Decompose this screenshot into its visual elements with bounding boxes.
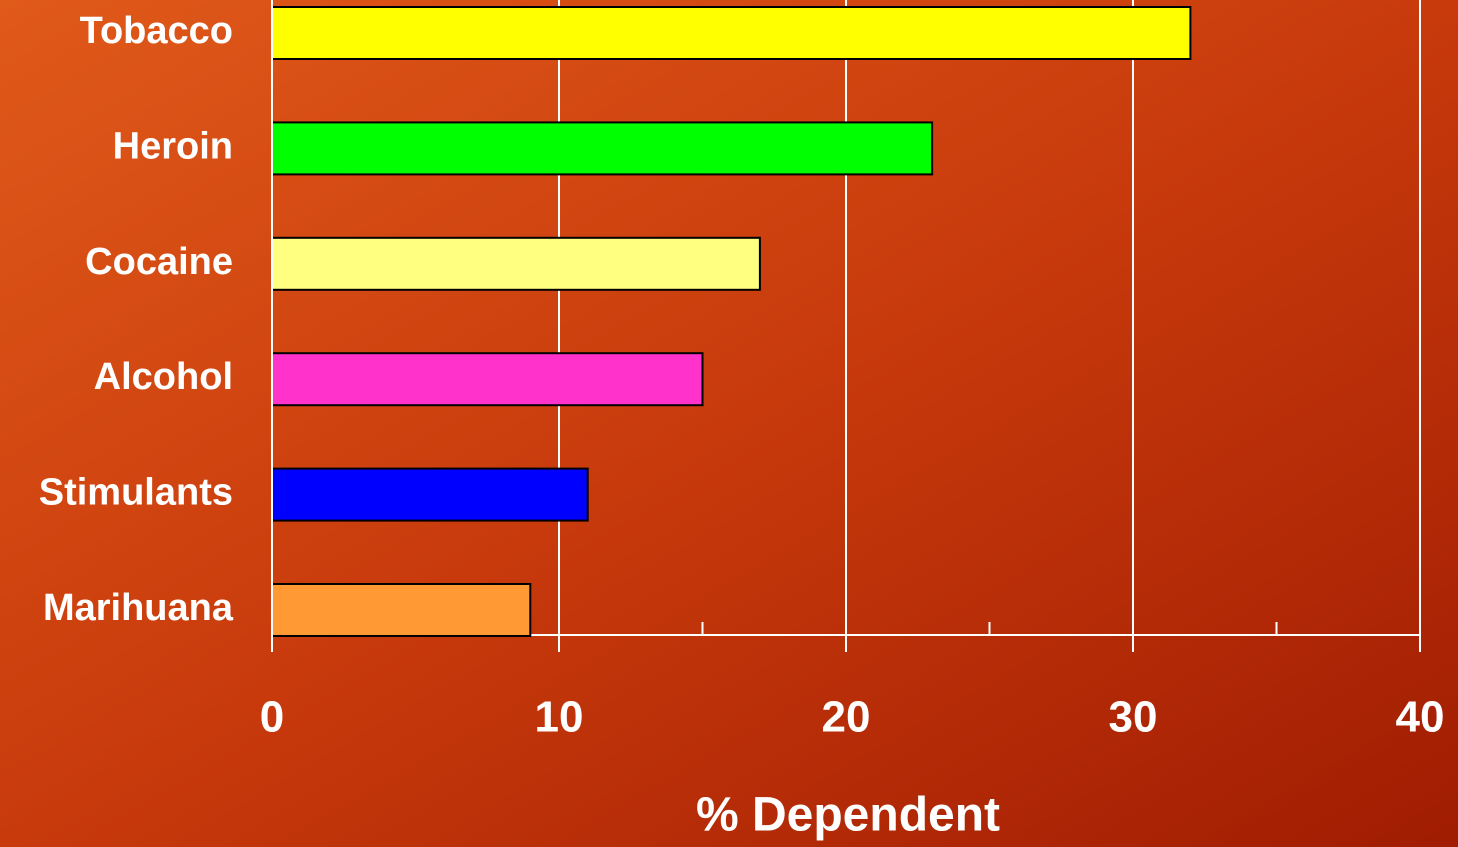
x-tick-label: 30 (1109, 693, 1158, 742)
bar (271, 6, 1192, 60)
bar (271, 352, 704, 407)
y-tick-label: Cocaine (85, 241, 233, 283)
x-tick-label: 10 (535, 693, 584, 742)
bar (271, 236, 761, 291)
bar (271, 583, 532, 637)
x-tick-label: 40 (1396, 693, 1445, 742)
bar (271, 121, 934, 176)
y-tick-label: Alcohol (94, 356, 233, 398)
x-tick-label: 0 (260, 693, 284, 742)
y-tick-label: Tobacco (80, 10, 233, 52)
x-axis-label: % Dependent (696, 789, 1000, 842)
x-tick-label: 20 (822, 693, 871, 742)
y-tick-label: Marihuana (43, 587, 234, 629)
bar (271, 467, 589, 522)
y-tick-label: Heroin (113, 125, 233, 167)
y-tick-label: Stimulants (39, 472, 233, 514)
